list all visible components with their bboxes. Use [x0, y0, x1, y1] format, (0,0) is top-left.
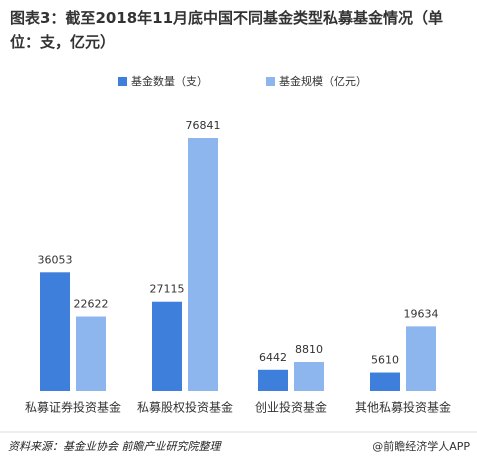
bar	[294, 361, 324, 391]
value-label: 36053	[38, 253, 73, 266]
source: 资料来源：基金业协会 前瞻产业研究院整理	[8, 440, 222, 453]
credit: @前瞻经济学人APP	[372, 439, 470, 453]
legend-label: 基金数量（支）	[131, 74, 208, 88]
value-label: 22622	[74, 298, 109, 311]
bar	[40, 272, 70, 391]
x-tick-label: 创业投资基金	[255, 400, 327, 415]
bar	[188, 138, 218, 391]
bar	[370, 372, 400, 391]
bar	[152, 301, 182, 391]
bar	[258, 369, 288, 391]
legend-swatch	[118, 77, 127, 86]
x-tick-label: 其他私募投资基金	[355, 400, 451, 415]
x-tick-label: 私募股权投资基金	[137, 400, 233, 415]
value-label: 76841	[186, 119, 221, 132]
bar	[76, 316, 106, 391]
bar	[406, 326, 436, 391]
value-label: 6442	[259, 351, 287, 364]
legend-label: 基金规模（亿元）	[279, 74, 367, 88]
value-label: 19634	[404, 307, 439, 320]
chart-title: 图表3：截至2018年11月底中国不同基金类型私募基金情况（单位：支，亿元）	[10, 9, 444, 51]
x-tick-label: 私募证券投资基金	[25, 400, 121, 415]
value-label: 5610	[371, 354, 399, 367]
value-label: 27115	[150, 283, 185, 296]
value-label: 8810	[295, 343, 323, 356]
legend-swatch	[266, 77, 275, 86]
